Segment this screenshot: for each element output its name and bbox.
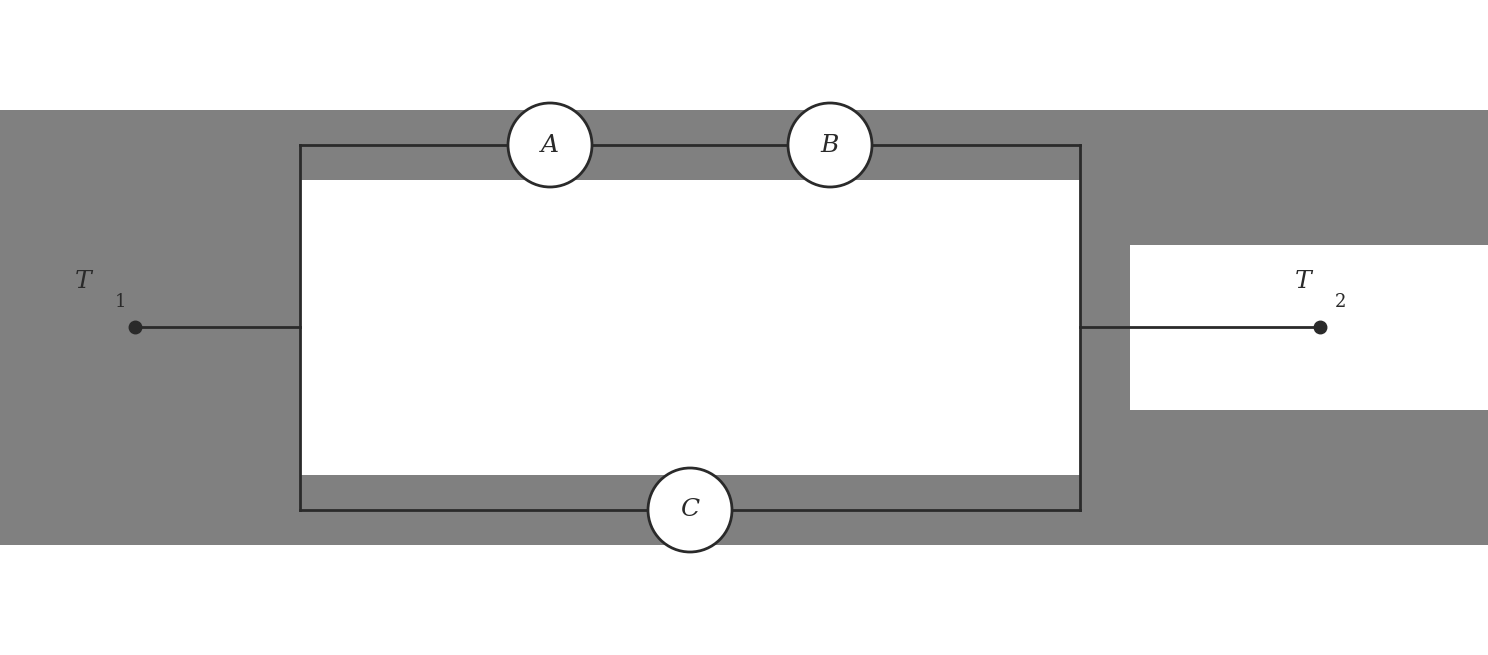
- Bar: [1080, 110, 1129, 545]
- Text: T: T: [1295, 271, 1311, 293]
- Circle shape: [507, 103, 592, 187]
- Text: C: C: [680, 498, 699, 521]
- Text: 1: 1: [115, 293, 126, 311]
- Text: T: T: [74, 271, 92, 293]
- Bar: [250, 110, 301, 545]
- Text: B: B: [821, 134, 839, 157]
- Text: 2: 2: [1335, 293, 1347, 311]
- Bar: [0, 110, 250, 545]
- Bar: [250, 110, 1129, 180]
- Circle shape: [789, 103, 872, 187]
- Text: A: A: [542, 134, 559, 157]
- Bar: [250, 475, 1129, 545]
- Bar: [1129, 410, 1488, 545]
- Bar: [1129, 110, 1488, 245]
- Circle shape: [647, 468, 732, 552]
